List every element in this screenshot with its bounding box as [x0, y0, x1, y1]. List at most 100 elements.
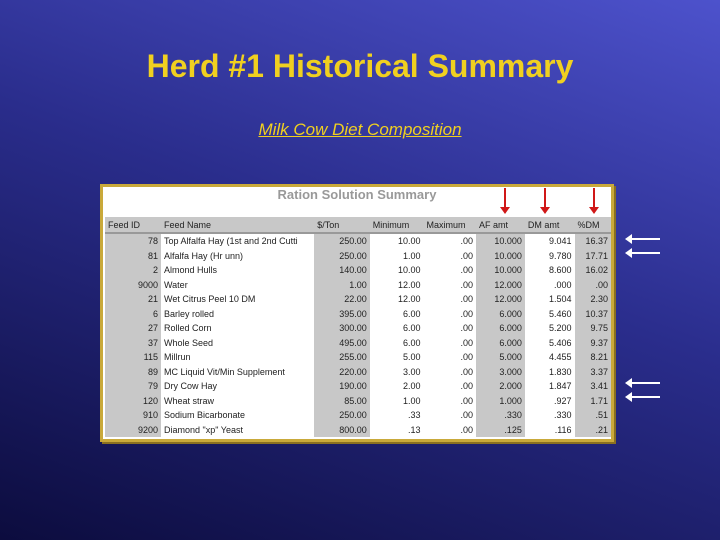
table-cell: 5.000 — [475, 350, 525, 365]
table-cell: Sodium Bicarbonate — [164, 410, 246, 421]
table-cell: Top Alfalfa Hay (1st and 2nd Cutti — [164, 236, 298, 247]
ration-table: Feed ID Feed Name $/Ton Minimum Maximum AF am… — [105, 217, 611, 437]
column-header: DM amt — [524, 217, 575, 234]
column-header: Feed ID — [105, 217, 162, 234]
table-row: 115 Millrun 255.00 5.00 .00 5.000 4.455 8.21 — [105, 350, 611, 365]
table-cell: 910 — [105, 408, 162, 423]
table-cell: .51 — [574, 408, 611, 423]
column-header: AF amt — [475, 217, 525, 234]
table-cell: 8.600 — [549, 265, 572, 276]
panel-title: Ration Solution Summary — [277, 187, 437, 202]
table-cell: 3.000 — [475, 364, 525, 379]
table-cell: 10.000 — [475, 248, 525, 263]
table-cell: 10.000 — [475, 233, 525, 249]
table-cell: 395.00 — [314, 306, 370, 321]
red-arrow-pctdm-icon — [589, 188, 599, 214]
table-cell: 21 — [105, 292, 162, 307]
table-cell: 1.00 — [402, 395, 421, 406]
table-cell: 6.000 — [475, 335, 525, 350]
table-cell: Dry Cow Hay — [164, 381, 218, 392]
table-cell: 190.00 — [314, 379, 370, 394]
table-cell: 12.000 — [475, 292, 525, 307]
table-cell: 6 — [105, 306, 162, 321]
table-cell: 85.00 — [314, 393, 370, 408]
table-row: 27 Rolled Corn 300.00 6.00 .00 6.000 5.200 9.75 — [105, 321, 611, 336]
table-cell: 9.041 — [549, 236, 572, 247]
table-cell: 6.00 — [402, 337, 421, 348]
table-cell: 9.780 — [549, 250, 572, 261]
column-header: Feed Name — [161, 217, 315, 234]
table-cell: .000 — [554, 279, 572, 290]
table-cell: 81 — [105, 248, 162, 263]
table-cell: 89 — [105, 364, 162, 379]
table-cell: 2.30 — [574, 292, 611, 307]
table-cell: 250.00 — [314, 248, 370, 263]
table-cell: .125 — [475, 422, 525, 437]
table-cell: 1.847 — [549, 381, 572, 392]
red-arrow-af-icon — [500, 188, 510, 214]
table-cell: .00 — [460, 381, 473, 392]
table-cell: 250.00 — [314, 233, 370, 249]
table-cell: 22.00 — [314, 292, 370, 307]
slide-title: Herd #1 Historical Summary — [146, 48, 574, 84]
table-cell: 3.00 — [402, 366, 421, 377]
table-cell: .00 — [460, 250, 473, 261]
table-row: 120 Wheat straw 85.00 1.00 .00 1.000 .927 1.71 — [105, 393, 611, 408]
table-cell: Almond Hulls — [164, 265, 218, 276]
white-arrow-icon — [625, 248, 660, 258]
table-cell: 1.71 — [574, 393, 611, 408]
table-cell: 6.00 — [402, 323, 421, 334]
table-cell: 9000 — [105, 277, 162, 292]
table-cell: 1.00 — [314, 277, 370, 292]
table-row: 81 Alfalfa Hay (Hr unn) 250.00 1.00 .00 10.00… — [105, 248, 611, 263]
table-cell: 5.406 — [549, 337, 572, 348]
table-cell: Barley rolled — [164, 308, 215, 319]
table-cell: 6.000 — [475, 306, 525, 321]
table-cell: .00 — [460, 294, 473, 305]
table-cell: 2.00 — [402, 381, 421, 392]
table-cell: 9200 — [105, 422, 162, 437]
table-cell: .00 — [460, 366, 473, 377]
table-cell: Rolled Corn — [164, 323, 212, 334]
table-cell: 1.830 — [549, 366, 572, 377]
table-cell: .00 — [460, 424, 473, 435]
table-cell: .116 — [554, 424, 572, 435]
table-row: 9000 Water 1.00 12.00.00 12.000.000.00 — [105, 277, 611, 292]
table-cell: MC Liquid Vit/Min Supplement — [164, 366, 285, 377]
table-cell: 6.00 — [402, 308, 421, 319]
table-cell: .00 — [460, 308, 473, 319]
table-cell: .00 — [460, 236, 473, 247]
table-cell: 9.37 — [574, 335, 611, 350]
table-cell: 8.21 — [574, 350, 611, 365]
table-cell: Wet Citrus Peel 10 DM — [164, 294, 256, 305]
table-cell: 78 — [105, 233, 162, 249]
table-cell: 16.02 — [574, 263, 611, 278]
table-cell: Alfalfa Hay (Hr unn) — [164, 250, 244, 261]
table-cell: 300.00 — [314, 321, 370, 336]
table-cell: .00 — [574, 277, 611, 292]
table-cell: 79 — [105, 379, 162, 394]
table-cell: 140.00 — [314, 263, 370, 278]
table-row: 79 Dry Cow Hay 190.00 2.00 .00 2.000 1.847 3.41 — [105, 379, 611, 394]
table-cell: 16.37 — [574, 233, 611, 249]
table-cell: 120 — [105, 393, 162, 408]
table-cell: Water — [164, 279, 188, 290]
table-cell: .00 — [460, 395, 473, 406]
table-cell: 10.000 — [475, 263, 525, 278]
table-cell: 5.00 — [402, 352, 421, 363]
white-arrow-icon — [625, 392, 660, 402]
table-cell: 2 — [105, 263, 162, 278]
table-cell: 10.37 — [574, 306, 611, 321]
table-cell: 1.504 — [549, 294, 572, 305]
table-cell: Millrun — [164, 352, 191, 363]
table-cell: .00 — [460, 352, 473, 363]
table-cell: Wheat straw — [164, 395, 215, 406]
table-row: 37 Whole Seed 495.00 6.00 .00 6.000 5.406 9.37 — [105, 335, 611, 350]
table-cell: 3.41 — [574, 379, 611, 394]
table-cell: .927 — [554, 395, 572, 406]
table-cell: 5.200 — [549, 323, 572, 334]
table-cell: .00 — [460, 410, 473, 421]
table-cell: 250.00 — [314, 408, 370, 423]
table-cell: 6.000 — [475, 321, 525, 336]
table-cell: 12.000 — [475, 277, 525, 292]
